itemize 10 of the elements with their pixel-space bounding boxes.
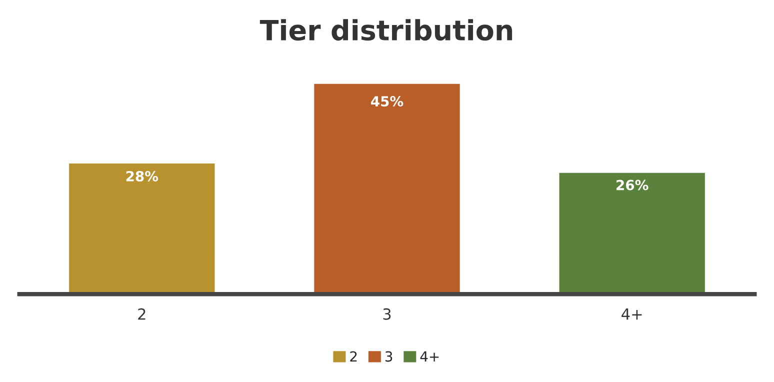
- x-tick-label: 4+: [622, 308, 642, 320]
- data-label: 28%: [126, 170, 158, 182]
- x-tick-label: 3: [383, 308, 391, 320]
- legend-label: 4+: [420, 351, 439, 362]
- legend-label: 2: [350, 351, 357, 362]
- data-label: 26%: [616, 180, 648, 190]
- x-tick-label: 2: [138, 308, 146, 320]
- legend-label: 3: [385, 351, 392, 362]
- data-label: 45%: [371, 96, 404, 107]
- chart-title: Tier distribution: [260, 19, 512, 41]
